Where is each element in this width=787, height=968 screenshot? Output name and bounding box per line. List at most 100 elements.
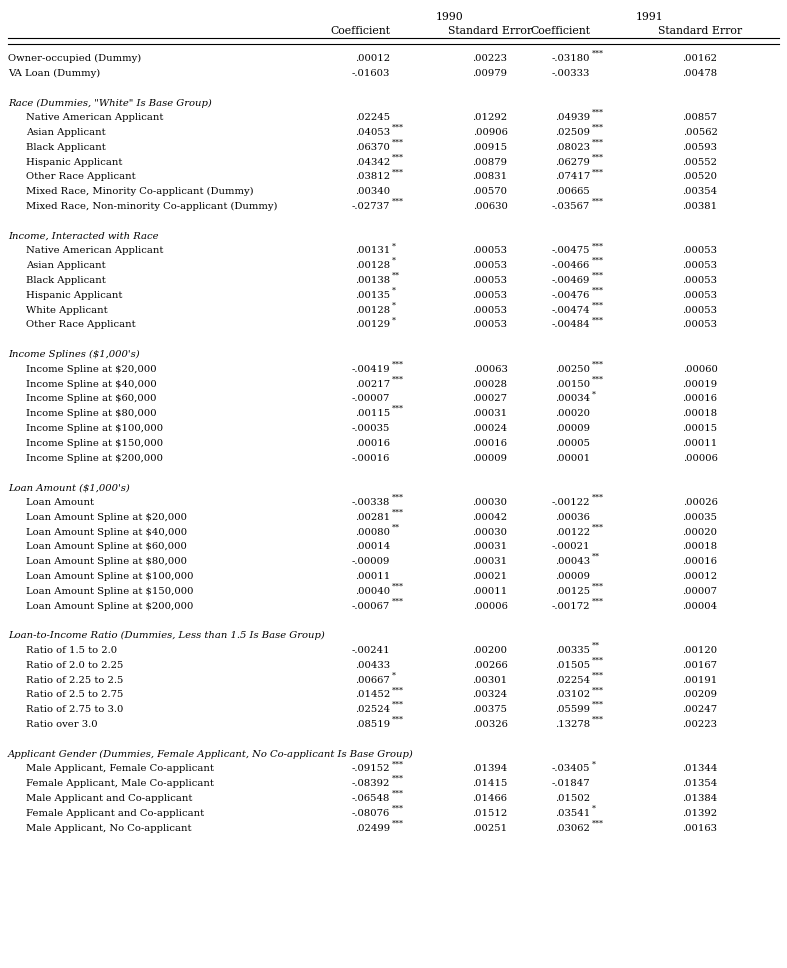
Text: ***: *** (391, 124, 404, 132)
Text: ***: *** (591, 672, 604, 680)
Text: -.00469: -.00469 (552, 276, 590, 285)
Text: ***: *** (391, 508, 404, 517)
Text: ***: *** (591, 109, 604, 117)
Text: Ratio of 2.5 to 2.75: Ratio of 2.5 to 2.75 (26, 690, 124, 700)
Text: -.00009: -.00009 (352, 558, 390, 566)
Text: Income, Interacted with Race: Income, Interacted with Race (8, 231, 158, 241)
Text: Loan Amount Spline at $200,000: Loan Amount Spline at $200,000 (26, 601, 194, 611)
Text: .00053: .00053 (682, 290, 718, 300)
Text: ***: *** (391, 154, 404, 162)
Text: Asian Applicant: Asian Applicant (26, 128, 105, 137)
Text: .00053: .00053 (682, 306, 718, 315)
Text: .01392: .01392 (682, 809, 718, 818)
Text: *: * (391, 317, 395, 324)
Text: .00128: .00128 (355, 261, 390, 270)
Text: .00209: .00209 (682, 690, 718, 700)
Text: ***: *** (391, 583, 404, 590)
Text: .00053: .00053 (472, 261, 508, 270)
Text: .00433: .00433 (355, 661, 390, 670)
Text: Income Spline at $60,000: Income Spline at $60,000 (26, 394, 157, 404)
Text: .00019: .00019 (682, 379, 718, 388)
Text: .00020: .00020 (682, 528, 718, 536)
Text: .00018: .00018 (682, 409, 718, 418)
Text: .00630: .00630 (472, 202, 508, 211)
Text: Loan-to-Income Ratio (Dummies, Less than 1.5 Is Base Group): Loan-to-Income Ratio (Dummies, Less than… (8, 631, 325, 640)
Text: Ratio of 2.0 to 2.25: Ratio of 2.0 to 2.25 (26, 661, 124, 670)
Text: ***: *** (391, 775, 404, 783)
Text: .01415: .01415 (472, 779, 508, 788)
Text: ***: *** (391, 138, 404, 146)
Text: .08023: .08023 (555, 143, 590, 152)
Text: 1991: 1991 (636, 12, 664, 22)
Text: .00200: .00200 (472, 646, 508, 655)
Text: .00281: .00281 (355, 513, 390, 522)
Text: .00006: .00006 (682, 454, 718, 463)
Text: .13278: .13278 (555, 720, 590, 729)
Text: .01452: .01452 (355, 690, 390, 700)
Text: .00005: .00005 (555, 439, 590, 448)
Text: Loan Amount Spline at $150,000: Loan Amount Spline at $150,000 (26, 587, 194, 595)
Text: -.08392: -.08392 (352, 779, 390, 788)
Text: Mixed Race, Minority Co-applicant (Dummy): Mixed Race, Minority Co-applicant (Dummy… (26, 187, 253, 197)
Text: ***: *** (391, 361, 404, 369)
Text: Income Spline at $200,000: Income Spline at $200,000 (26, 454, 163, 463)
Text: **: ** (591, 553, 600, 561)
Text: .00122: .00122 (555, 528, 590, 536)
Text: .00570: .00570 (472, 187, 508, 197)
Text: Standard Error: Standard Error (658, 26, 742, 36)
Text: Loan Amount ($1,000's): Loan Amount ($1,000's) (8, 483, 130, 492)
Text: .00012: .00012 (682, 572, 718, 581)
Text: .00326: .00326 (472, 720, 508, 729)
Text: .01354: .01354 (682, 779, 718, 788)
Text: Income Spline at $40,000: Income Spline at $40,000 (26, 379, 157, 388)
Text: .00042: .00042 (472, 513, 508, 522)
Text: ***: *** (391, 790, 404, 798)
Text: ***: *** (591, 154, 604, 162)
Text: ***: *** (591, 257, 604, 265)
Text: 1990: 1990 (436, 12, 464, 22)
Text: -.06548: -.06548 (352, 794, 390, 803)
Text: *: * (591, 804, 596, 812)
Text: -.03180: -.03180 (552, 54, 590, 63)
Text: .00034: .00034 (555, 394, 590, 404)
Text: .02524: .02524 (355, 706, 390, 714)
Text: .00131: .00131 (355, 247, 390, 256)
Text: .00053: .00053 (682, 320, 718, 329)
Text: ***: *** (391, 760, 404, 769)
Text: Income Spline at $150,000: Income Spline at $150,000 (26, 439, 163, 448)
Text: Loan Amount Spline at $80,000: Loan Amount Spline at $80,000 (26, 558, 187, 566)
Text: ***: *** (591, 656, 604, 665)
Text: .00018: .00018 (682, 542, 718, 552)
Text: Owner-occupied (Dummy): Owner-occupied (Dummy) (8, 54, 141, 63)
Text: .01505: .01505 (555, 661, 590, 670)
Text: .00478: .00478 (682, 69, 718, 77)
Text: .00115: .00115 (355, 409, 390, 418)
Text: *: * (591, 390, 596, 398)
Text: .00138: .00138 (355, 276, 390, 285)
Text: Hispanic Applicant: Hispanic Applicant (26, 290, 122, 300)
Text: .00028: .00028 (472, 379, 508, 388)
Text: .01394: .01394 (472, 765, 508, 773)
Text: .00004: .00004 (682, 601, 718, 611)
Text: Native American Applicant: Native American Applicant (26, 113, 164, 122)
Text: .04053: .04053 (355, 128, 390, 137)
Text: .00016: .00016 (472, 439, 508, 448)
Text: **: ** (591, 642, 600, 650)
Text: .00026: .00026 (682, 498, 718, 507)
Text: Income Splines ($1,000's): Income Splines ($1,000's) (8, 350, 139, 359)
Text: ***: *** (591, 583, 604, 590)
Text: -.01603: -.01603 (352, 69, 390, 77)
Text: .00014: .00014 (355, 542, 390, 552)
Text: ***: *** (591, 138, 604, 146)
Text: .00021: .00021 (472, 572, 508, 581)
Text: .02254: .02254 (555, 676, 590, 684)
Text: *: * (391, 301, 395, 310)
Text: .00266: .00266 (473, 661, 508, 670)
Text: .00340: .00340 (355, 187, 390, 197)
Text: Female Applicant, Male Co-applicant: Female Applicant, Male Co-applicant (26, 779, 214, 788)
Text: .00250: .00250 (555, 365, 590, 374)
Text: .01502: .01502 (555, 794, 590, 803)
Text: -.00338: -.00338 (352, 498, 390, 507)
Text: Standard Error: Standard Error (448, 26, 532, 36)
Text: .00020: .00020 (555, 409, 590, 418)
